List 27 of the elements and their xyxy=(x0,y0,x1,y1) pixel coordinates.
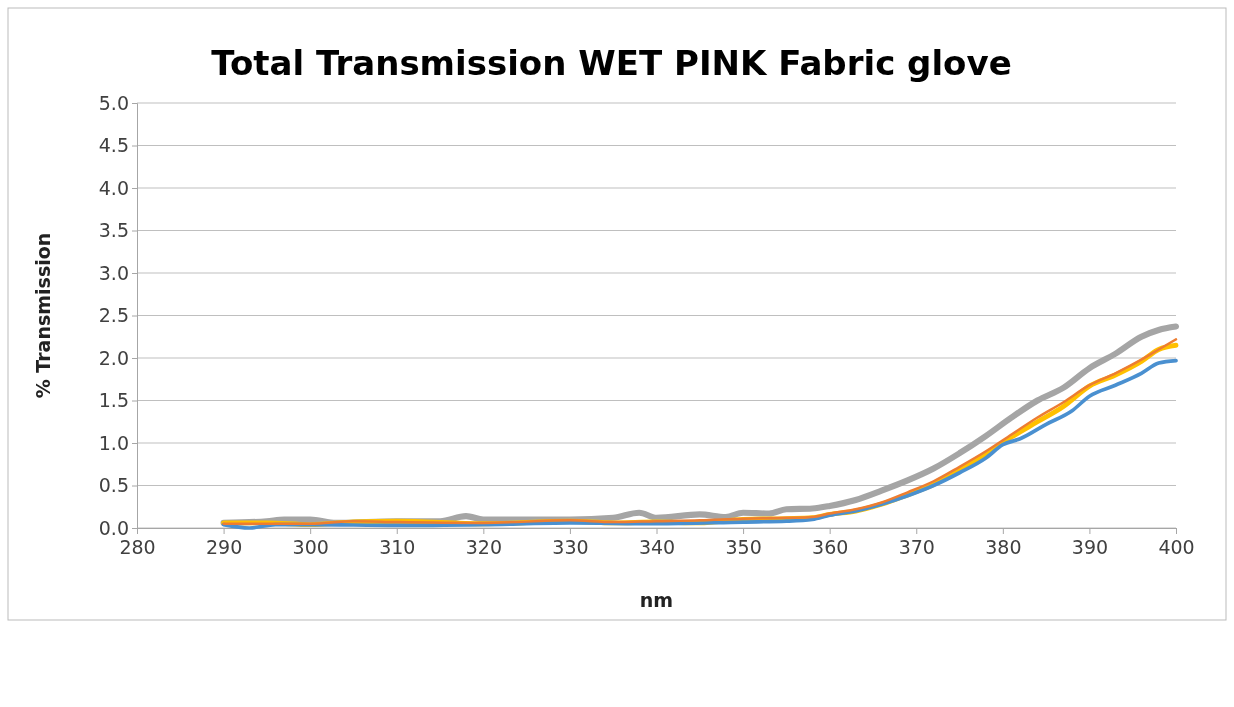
x-tick-label: 320 xyxy=(465,536,502,559)
x-tick-label: 300 xyxy=(292,536,329,559)
x-tick-label: 390 xyxy=(1071,536,1109,559)
y-tick-label: 2.5 xyxy=(98,304,129,327)
y-tick-label: 4.0 xyxy=(98,176,129,199)
x-tick-label: 330 xyxy=(552,536,589,559)
y-tick-label: 4.5 xyxy=(98,134,129,157)
x-tick-label: 310 xyxy=(379,536,416,559)
x-tick-label: 370 xyxy=(898,536,935,559)
y-tick-label: 3.5 xyxy=(98,219,129,242)
x-axis-title: nm xyxy=(639,589,674,611)
y-tick-label: 1.5 xyxy=(98,389,129,412)
x-tick-label: 350 xyxy=(725,536,762,559)
y-tick-label: 2.0 xyxy=(98,346,129,369)
x-tick-label: 360 xyxy=(812,536,849,559)
x-tick-label: 340 xyxy=(638,536,676,559)
y-tick-label: 0.5 xyxy=(98,474,129,497)
y-tick-label: 0.0 xyxy=(98,516,129,539)
x-tick-label: 380 xyxy=(985,536,1022,559)
chart-title: Total Transmission WET PINK Fabric glove xyxy=(211,43,1012,83)
y-tick-label: 3.0 xyxy=(98,261,129,284)
x-tick-label: 280 xyxy=(119,536,156,559)
x-tick-label: 290 xyxy=(205,536,243,559)
y-tick-label: 5.0 xyxy=(98,91,129,114)
y-axis-title: % Transmission xyxy=(32,232,54,399)
y-tick-label: 1.0 xyxy=(98,431,129,454)
x-tick-label: 400 xyxy=(1158,536,1195,559)
